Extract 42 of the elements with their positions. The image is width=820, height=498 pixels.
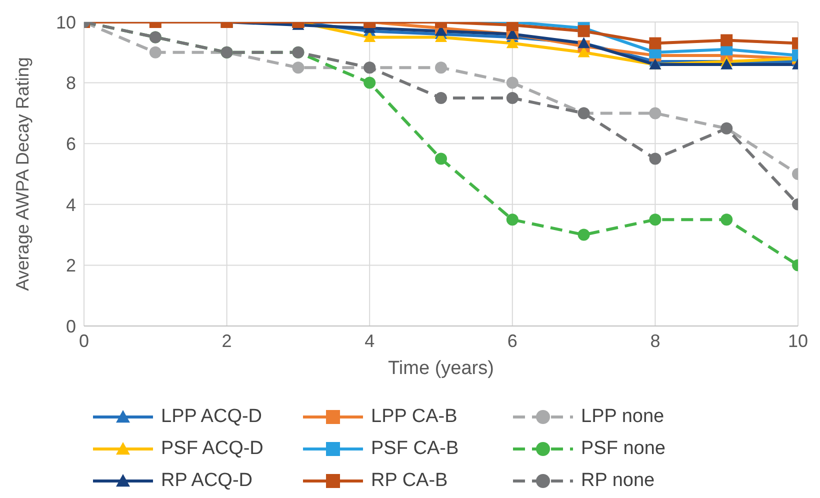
point bbox=[578, 228, 590, 241]
point bbox=[720, 34, 733, 46]
point bbox=[435, 152, 447, 165]
legend-label: PSF none bbox=[581, 438, 666, 460]
point bbox=[364, 76, 376, 89]
point bbox=[649, 37, 662, 50]
x-tick-label: 0 bbox=[78, 330, 90, 351]
x-tick-label: 4 bbox=[364, 330, 375, 351]
point bbox=[649, 107, 662, 120]
x-tick-label: 2 bbox=[222, 330, 232, 351]
legend-label: PSF CA-B bbox=[371, 438, 459, 460]
point bbox=[435, 92, 447, 104]
legend-label: LPP ACQ-D bbox=[161, 406, 262, 428]
point bbox=[720, 58, 733, 70]
point bbox=[649, 152, 662, 165]
x-axis-title: Time (years) bbox=[388, 358, 494, 379]
x-tick-label: 10 bbox=[788, 330, 808, 351]
point bbox=[364, 31, 376, 42]
y-axis-title: Average AWPA Decay Rating bbox=[12, 57, 32, 291]
legend-label: RP ACQ-D bbox=[161, 470, 253, 492]
legend-label: LPP CA-B bbox=[371, 406, 458, 428]
legend-label: LPP none bbox=[581, 406, 664, 428]
x-tick-label: 6 bbox=[507, 330, 518, 351]
point bbox=[149, 46, 162, 58]
legend-label: PSF ACQ-D bbox=[161, 438, 264, 460]
x-tick-label: 8 bbox=[650, 330, 660, 351]
point bbox=[578, 25, 590, 38]
legend-label: RP none bbox=[581, 470, 655, 492]
point bbox=[720, 214, 733, 226]
y-tick-label: 2 bbox=[66, 256, 76, 276]
point bbox=[506, 92, 518, 104]
y-tick-label: 8 bbox=[66, 73, 76, 94]
legend-label: RP CA-B bbox=[371, 470, 448, 492]
point bbox=[506, 214, 518, 226]
y-tick-label: 6 bbox=[66, 134, 76, 154]
point bbox=[435, 62, 447, 74]
point bbox=[292, 62, 304, 74]
point bbox=[649, 214, 662, 226]
point bbox=[506, 76, 518, 89]
y-tick-label: 4 bbox=[66, 194, 76, 215]
y-tick-label: 10 bbox=[56, 12, 76, 32]
y-tick-label: 0 bbox=[66, 316, 76, 336]
